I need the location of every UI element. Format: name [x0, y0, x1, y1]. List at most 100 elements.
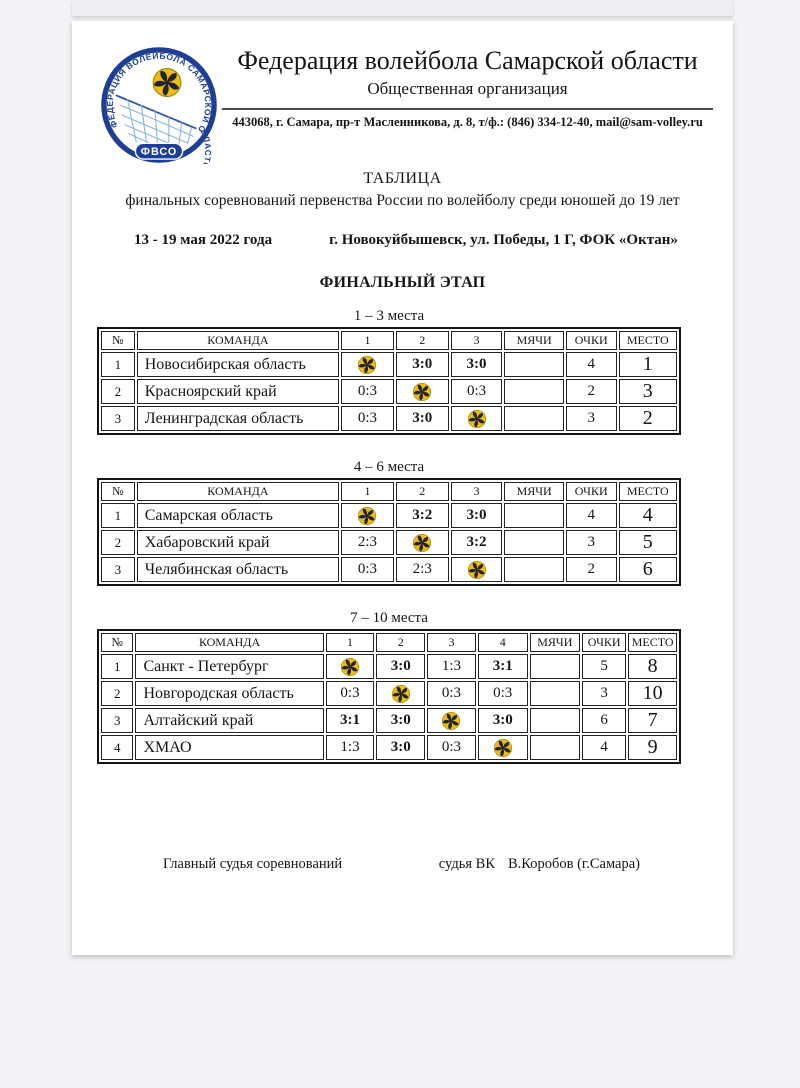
self-game-cell [450, 406, 503, 431]
self-game-cell [395, 379, 449, 404]
balls-cell [529, 681, 581, 706]
team-row: 3 Ленинградская область 0:3 3:0 3 2 [101, 406, 677, 431]
place-cell: 5 [618, 530, 677, 555]
score-cell: 0:3 [450, 379, 503, 404]
column-header: 2 [395, 331, 449, 350]
column-header: КОМАНДА [136, 482, 340, 501]
federation-logo: ФЕДЕРАЦИЯ ВОЛЕЙБОЛА САМАРСКОЙ ОБЛАСТИ ФВ… [100, 46, 218, 171]
column-header: 1 [325, 633, 375, 652]
column-header: МЕСТО [628, 633, 677, 652]
row-number-cell: 3 [101, 557, 135, 582]
dates-row: 13 - 19 мая 2022 года г. Новокуйбышевск,… [72, 232, 733, 249]
score-cell: 3:0 [450, 503, 503, 528]
team-row: 3 Челябинская область 0:3 2:3 2 6 [101, 557, 677, 582]
column-header: МЕСТО [618, 331, 677, 350]
team-row: 1 Самарская область 3:2 3:0 4 4 [101, 503, 677, 528]
score-cell: 3:0 [376, 735, 426, 760]
self-game-cell [341, 352, 394, 377]
balls-cell [504, 557, 564, 582]
doc-venue: г. Новокуйбышевск, ул. Победы, 1 Г, ФОК … [329, 232, 678, 248]
table-block-7-10: 7 – 10 места № КОМАНДА 1 2 3 4 МЯЧИ ОЧКИ МЕСТО 1 С… [97, 610, 681, 764]
volleyball-icon [340, 657, 360, 676]
column-header: МЯЧИ [504, 482, 564, 501]
results-table-7-10: № КОМАНДА 1 2 3 4 МЯЧИ ОЧКИ МЕСТО 1 Санкт - Петерб… [97, 629, 681, 764]
place-cell: 8 [628, 654, 677, 679]
balls-cell [529, 654, 581, 679]
score-cell: 1:3 [325, 735, 375, 760]
score-cell: 3:2 [450, 530, 503, 555]
tables-area: 1 – 3 места № КОМАНДА 1 2 3 МЯЧИ ОЧКИ МЕСТО 1 Нов… [97, 308, 681, 764]
team-row: 1 Санкт - Петербург 3:0 1:3 3:1 5 8 [101, 654, 677, 679]
row-number-cell: 1 [101, 654, 134, 679]
volleyball-icon [493, 738, 513, 757]
table-caption: 1 – 3 места [353, 308, 425, 324]
doc-subtitle: финальных соревнований первенства России… [125, 192, 680, 209]
self-game-cell [450, 557, 503, 582]
points-cell: 4 [565, 352, 617, 377]
column-header: № [101, 331, 135, 350]
team-name-cell: Красноярский край [136, 379, 340, 404]
column-header: 3 [450, 482, 503, 501]
results-table-4-6: № КОМАНДА 1 2 3 МЯЧИ ОЧКИ МЕСТО 1 Самарская облас… [97, 478, 681, 586]
points-cell: 3 [582, 681, 627, 706]
score-cell: 3:0 [376, 708, 426, 733]
score-cell: 3:2 [395, 503, 449, 528]
column-header: 1 [341, 482, 394, 501]
results-table-1-3: № КОМАНДА 1 2 3 МЯЧИ ОЧКИ МЕСТО 1 Новосибирская о… [97, 327, 681, 435]
row-number-cell: 1 [101, 503, 135, 528]
team-row: 2 Хабаровский край 2:3 3:2 3 5 [101, 530, 677, 555]
header-row: № КОМАНДА 1 2 3 МЯЧИ ОЧКИ МЕСТО [101, 482, 677, 501]
team-row: 3 Алтайский край 3:1 3:0 3:0 6 7 [101, 708, 677, 733]
column-header: № [101, 633, 134, 652]
referee-rank: судья ВК [438, 856, 495, 872]
column-header: № [101, 482, 135, 501]
header-row: № КОМАНДА 1 2 3 МЯЧИ ОЧКИ МЕСТО [101, 331, 677, 350]
column-header: КОМАНДА [135, 633, 324, 652]
previous-page-edge [72, 0, 733, 16]
table-block-1-3: 1 – 3 места № КОМАНДА 1 2 3 МЯЧИ ОЧКИ МЕСТО 1 Нов… [97, 308, 681, 435]
points-cell: 3 [565, 406, 617, 431]
doc-title: ТАБЛИЦА [363, 170, 442, 187]
team-name-cell: ХМАО [135, 735, 324, 760]
score-cell: 3:0 [450, 352, 503, 377]
column-header: МЯЧИ [504, 331, 564, 350]
column-header: 3 [450, 331, 503, 350]
team-name-cell: Самарская область [136, 503, 340, 528]
signature-row: Главный судья соревнований судья ВК В.Ко… [72, 856, 733, 873]
column-header: 4 [477, 633, 528, 652]
self-game-cell [427, 708, 476, 733]
score-cell: 3:0 [395, 352, 449, 377]
doc-dates: 13 - 19 мая 2022 года [134, 232, 273, 248]
score-cell: 0:3 [341, 406, 394, 431]
place-cell: 1 [618, 352, 677, 377]
volleyball-icon [357, 506, 377, 525]
place-cell: 9 [628, 735, 677, 760]
team-name-cell: Хабаровский край [136, 530, 340, 555]
score-cell: 0:3 [325, 681, 375, 706]
row-number-cell: 4 [101, 735, 134, 760]
team-row: 2 Красноярский край 0:3 0:3 2 3 [101, 379, 677, 404]
row-number-cell: 2 [101, 379, 135, 404]
stage-title: ФИНАЛЬНЫЙ ЭТАП [319, 274, 486, 291]
score-cell: 0:3 [341, 557, 394, 582]
balls-cell [529, 735, 581, 760]
score-cell: 0:3 [477, 681, 528, 706]
score-cell: 1:3 [427, 654, 476, 679]
score-cell: 3:0 [376, 654, 426, 679]
team-name-cell: Новосибирская область [136, 352, 340, 377]
balls-cell [504, 379, 564, 404]
table-caption: 4 – 6 места [353, 459, 425, 475]
place-cell: 2 [618, 406, 677, 431]
balls-cell [504, 503, 564, 528]
team-name-cell: Санкт - Петербург [135, 654, 324, 679]
score-cell: 0:3 [341, 379, 394, 404]
row-number-cell: 3 [101, 406, 135, 431]
points-cell: 3 [565, 530, 617, 555]
place-cell: 10 [628, 681, 677, 706]
score-cell: 2:3 [341, 530, 394, 555]
volleyball-icon [467, 409, 487, 428]
logo-volleyball-icon [152, 68, 182, 97]
team-row: 4 ХМАО 1:3 3:0 0:3 4 9 [101, 735, 677, 760]
letterhead-divider [222, 107, 713, 110]
